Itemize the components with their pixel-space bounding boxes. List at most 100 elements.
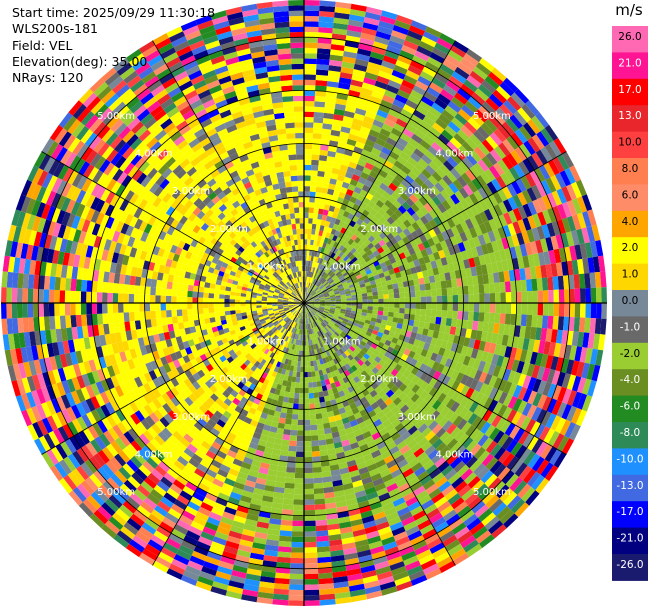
range-gate: [460, 125, 474, 138]
range-gate: [325, 232, 331, 239]
range-gate: [357, 97, 370, 106]
range-gate: [405, 330, 412, 338]
range-gate: [389, 204, 398, 213]
range-gate: [541, 315, 549, 329]
range-gate: [342, 222, 350, 230]
range-gate: [308, 295, 313, 300]
range-gate: [562, 202, 572, 218]
range-gate: [472, 320, 479, 331]
range-gate: [590, 287, 597, 303]
range-gate: [500, 292, 506, 303]
range-gate: [340, 66, 354, 75]
range-gate: [306, 244, 311, 251]
range-gate: [323, 204, 331, 211]
range-gate: [376, 268, 384, 275]
range-gate: [304, 122, 314, 128]
range-gate: [330, 228, 337, 235]
range-gate: [386, 335, 394, 342]
range-gate: [359, 259, 367, 266]
range-gate: [402, 361, 410, 370]
range-gate: [525, 100, 540, 116]
range-gate: [499, 281, 506, 293]
range-gate: [559, 419, 572, 436]
range-gate: [558, 289, 565, 303]
range-gate: [535, 441, 548, 457]
range-gate: [364, 204, 373, 213]
range-gate: [397, 89, 411, 100]
range-gate: [346, 166, 356, 174]
range-gate: [574, 346, 583, 362]
range-gate: [398, 313, 405, 319]
range-gate: [451, 71, 467, 84]
range-gate: [502, 393, 513, 407]
range-gate: [330, 296, 336, 299]
range-gate: [312, 245, 317, 251]
range-gate: [411, 384, 421, 394]
range-gate: [467, 285, 474, 295]
range-gate: [488, 399, 499, 412]
range-gate: [304, 132, 313, 139]
range-gate: [324, 220, 331, 228]
range-gate: [596, 303, 602, 319]
range-gate: [499, 345, 507, 357]
range-gate: [527, 137, 541, 153]
range-gate: [409, 285, 415, 292]
range-gate: [377, 208, 386, 217]
range-gate: [512, 194, 523, 208]
range-gate: [508, 324, 516, 337]
range-gate: [526, 229, 536, 243]
range-gate: [521, 362, 530, 376]
range-gate: [309, 304, 315, 307]
range-gate: [446, 156, 459, 168]
range-gate: [386, 320, 393, 327]
range-gate: [434, 274, 441, 283]
range-gate: [371, 46, 387, 56]
range-gate: [378, 239, 386, 247]
range-gate: [413, 190, 423, 200]
range-gate: [321, 128, 332, 135]
range-gate: [304, 127, 314, 134]
range-gate: [344, 314, 351, 318]
range-gate: [373, 142, 384, 152]
range-gate: [520, 416, 532, 431]
range-gate: [331, 38, 346, 46]
range-gate: [457, 242, 466, 253]
range-gate: [304, 101, 315, 107]
range-gate: [358, 280, 365, 285]
range-gate: [347, 238, 355, 246]
range-gate: [317, 213, 323, 220]
range-gate: [538, 164, 551, 180]
range-gate: [545, 263, 553, 278]
range-gate: [385, 240, 394, 248]
range-gate: [345, 188, 354, 197]
range-gate: [418, 257, 426, 266]
range-gate: [347, 260, 354, 267]
range-gate: [532, 392, 543, 407]
range-gate: [336, 213, 343, 221]
range-gate: [557, 203, 567, 220]
range-gate: [343, 110, 355, 119]
range-gate: [370, 283, 377, 289]
range-gate: [402, 228, 411, 237]
range-gate: [494, 250, 502, 263]
range-gate: [339, 312, 346, 317]
range-gate: [516, 303, 522, 315]
range-gate: [393, 307, 400, 313]
range-gate: [355, 337, 362, 344]
range-gate: [361, 27, 377, 36]
range-gate: [374, 212, 383, 220]
range-gate: [332, 190, 341, 197]
range-gate: [478, 312, 485, 322]
range-gate: [506, 135, 519, 150]
range-gate: [386, 155, 397, 165]
range-gate: [431, 296, 437, 303]
range-gate: [433, 380, 443, 390]
range-gate: [362, 337, 369, 344]
range-gate: [309, 304, 315, 306]
range-gate: [584, 242, 593, 259]
range-gate: [347, 231, 354, 239]
range-gate: [476, 126, 490, 140]
range-gate: [404, 174, 415, 185]
range-gate: [330, 298, 336, 301]
